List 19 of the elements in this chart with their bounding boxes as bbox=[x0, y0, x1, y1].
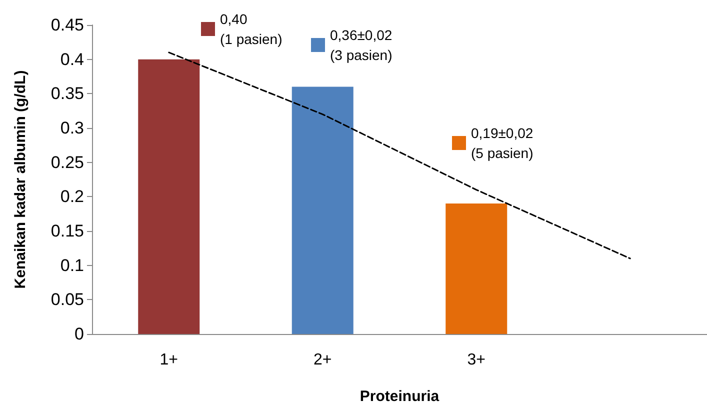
y-tick-label: 0.2 bbox=[60, 187, 84, 206]
legend-label: 0,19±0,02 (5 pasien) bbox=[471, 125, 534, 161]
y-tick-label: 0.35 bbox=[50, 84, 84, 104]
y-tick-label: 0.1 bbox=[60, 256, 84, 275]
y-tick-label: 0.45 bbox=[50, 16, 84, 34]
y-tick-label: 0.3 bbox=[60, 118, 84, 138]
x-tick-label: 3+ bbox=[467, 352, 486, 368]
line-series bbox=[168, 52, 631, 260]
x-axis-title: Proteinuria bbox=[360, 388, 440, 405]
y-axis-title: Kenaikan kadar albumin (g/dL) bbox=[12, 70, 29, 289]
legend-label: 0,40 (1 pasien) bbox=[220, 11, 282, 47]
legend-label: 0,36±0,02 (3 pasien) bbox=[330, 27, 392, 63]
y-tick-label: 0.4 bbox=[60, 50, 84, 69]
x-tick-label: 1+ bbox=[160, 352, 178, 368]
y-tick-label: 0.15 bbox=[50, 222, 84, 240]
y-tick-label: 0 bbox=[74, 324, 84, 344]
y-tick-label: 0.05 bbox=[50, 290, 84, 310]
y-tick-label: 0.25 bbox=[50, 152, 84, 172]
x-tick-label: 2+ bbox=[314, 352, 332, 368]
